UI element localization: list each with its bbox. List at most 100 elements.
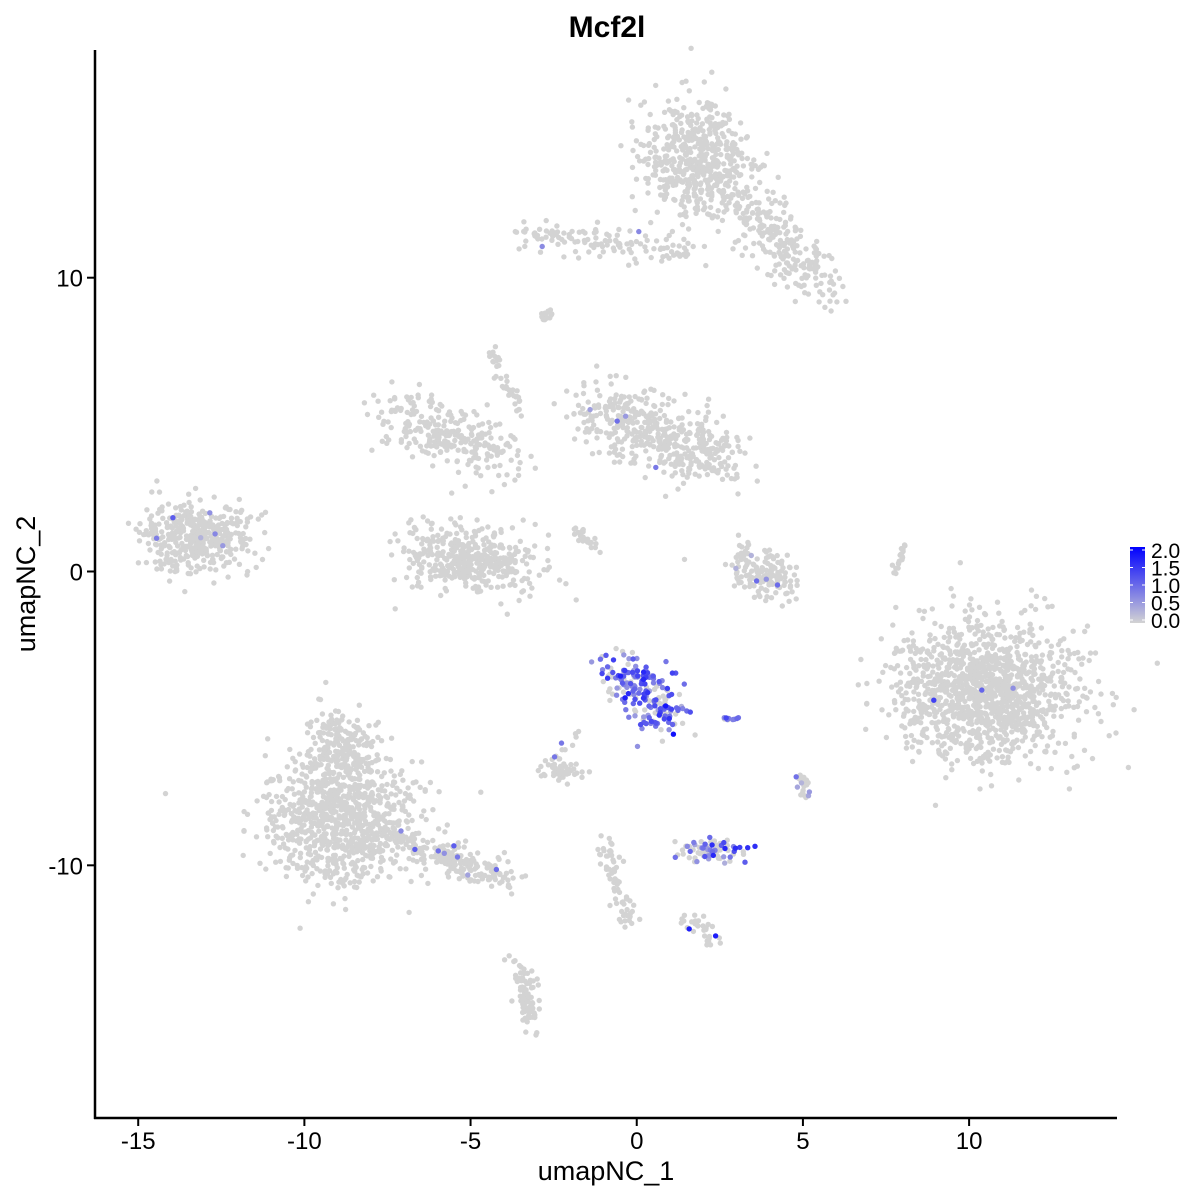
cell-point [390, 860, 397, 866]
cell-point [585, 418, 591, 424]
cell-point [345, 730, 351, 736]
cell-point [379, 783, 385, 789]
cell-point [651, 164, 658, 170]
cell-point [743, 557, 749, 563]
cell-point [694, 421, 701, 427]
cell-point [317, 868, 324, 874]
cell-point [458, 440, 464, 446]
cell-point [444, 530, 450, 536]
cell-point [145, 532, 152, 538]
cell-point [532, 230, 538, 236]
cell-point [742, 245, 749, 251]
cell-point [1027, 721, 1033, 728]
cell-point [434, 557, 440, 563]
cell-point [720, 194, 726, 200]
cell-point [342, 895, 348, 902]
cell-point [408, 394, 414, 401]
cell-point [1036, 690, 1043, 696]
cell-point [643, 448, 649, 454]
cell-point [136, 538, 143, 544]
cell-point [368, 863, 374, 870]
cell-point [292, 759, 298, 765]
cell-point [911, 737, 917, 743]
cell-point [313, 815, 319, 821]
cell-point [700, 436, 707, 442]
cell-point [619, 446, 626, 452]
cell-point [1024, 670, 1030, 677]
cell-point [1082, 685, 1088, 691]
cell-point [611, 459, 618, 465]
cell-point [199, 543, 206, 549]
cell-point [375, 734, 381, 740]
cell-point [984, 678, 991, 684]
cell-point [1019, 738, 1026, 744]
cell-point [357, 844, 363, 850]
cell-point [607, 238, 613, 244]
cell-point [320, 816, 326, 823]
cell-point [137, 521, 143, 527]
cell-point [647, 149, 654, 155]
cell-point [286, 776, 293, 782]
cell-point [365, 754, 372, 760]
cell-point [1052, 749, 1058, 755]
cell-point [432, 442, 438, 448]
cell-point [996, 686, 1002, 692]
cell-point [751, 240, 757, 247]
cell-point [704, 151, 710, 157]
cell-point [406, 423, 412, 429]
cell-point [468, 440, 474, 447]
cell-point [454, 530, 460, 537]
cell-point [573, 597, 579, 603]
cell-point [1016, 707, 1022, 713]
cell-point [348, 767, 354, 773]
cell-point [463, 534, 469, 541]
cell-point [996, 610, 1002, 616]
cell-point [717, 141, 724, 147]
cell-point [307, 768, 314, 775]
cell-point [721, 161, 727, 167]
cell-point [746, 572, 752, 578]
cell-point [638, 438, 644, 444]
cell-point [485, 464, 491, 471]
cell-point [187, 522, 194, 528]
cell-point [633, 176, 640, 182]
cell-point [784, 260, 791, 266]
cell-point [399, 768, 405, 774]
cell-point [674, 109, 680, 116]
cell-point [341, 865, 347, 871]
cell-point [931, 706, 937, 713]
cell-point [294, 865, 301, 871]
cell-point [734, 575, 740, 581]
cell-point [943, 775, 949, 781]
cell-point [715, 228, 721, 235]
cell-point [325, 842, 331, 849]
cell-point [744, 217, 750, 223]
cell-point [633, 238, 640, 245]
cell-point [964, 667, 971, 673]
cell-point [1028, 654, 1035, 660]
cell-point [561, 254, 567, 260]
cell-point [536, 572, 542, 578]
cell-point [667, 175, 673, 181]
cell-point [356, 825, 362, 831]
cell-point [563, 581, 569, 587]
cell-point [356, 820, 363, 826]
cell-point [361, 768, 368, 775]
cell-point [709, 190, 715, 196]
cell-point [1065, 647, 1071, 654]
cell-point [233, 546, 239, 552]
cell-point [463, 580, 469, 586]
cell-point [561, 230, 567, 236]
cell-point [581, 237, 588, 244]
cell-point [359, 850, 366, 856]
cell-point [1047, 703, 1054, 709]
cell-point [1031, 661, 1037, 668]
cell-point [157, 506, 163, 513]
cell-point [633, 260, 639, 266]
cell-point [766, 196, 772, 202]
cell-point [403, 574, 410, 581]
cell-point [571, 436, 578, 442]
cell-point [1017, 657, 1023, 663]
cell-point [497, 555, 504, 561]
cell-point [265, 545, 272, 552]
